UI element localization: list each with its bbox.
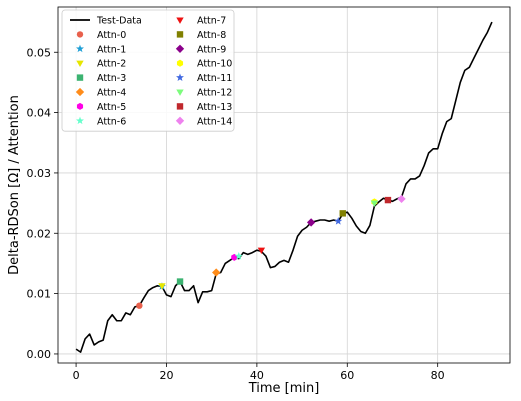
legend-handle [76, 44, 84, 53]
series-layer [75, 21, 493, 353]
y-axis-label: Delta-RDSon [Ω] / Attention [7, 95, 22, 275]
legend-entry-attn-12: Attn-12 [176, 88, 232, 99]
legend-label: Attn-4 [97, 88, 126, 99]
y-tick-label: 0.02 [27, 227, 52, 240]
legend-handle [76, 74, 84, 81]
legend-label: Attn-10 [197, 59, 232, 70]
legend-handle [76, 31, 84, 38]
legend-entry-attn-1: Attn-1 [76, 44, 126, 55]
marker-attn-2 [158, 283, 166, 290]
legend-label: Attn-1 [97, 44, 126, 55]
grid [58, 7, 510, 363]
marker-attn-0 [136, 302, 143, 309]
legend-entry-attn-14: Attn-14 [175, 116, 232, 127]
legend-handle [76, 102, 84, 110]
legend-handle [176, 59, 184, 67]
legend-label: Attn-2 [97, 59, 126, 70]
legend-label: Attn-6 [97, 116, 126, 127]
y-tick-label: 0.03 [27, 167, 52, 180]
legend-handle [175, 116, 185, 125]
x-axis-ticks: 0 20 40 60 80 [73, 363, 445, 382]
marker-attn-8 [339, 210, 346, 217]
legend-handle [75, 87, 85, 97]
marker-attn-9 [306, 218, 316, 227]
marker-attn-3 [176, 278, 184, 285]
legend-entry-attn-11: Attn-11 [176, 73, 232, 84]
legend-entry-test-data: Test-Data [70, 16, 142, 27]
x-tick-label: 40 [250, 369, 264, 382]
marker-attn-12 [370, 200, 379, 207]
y-axis-ticks: 0.00 0.01 0.02 0.03 0.04 0.05 [27, 46, 58, 361]
plot-frame [57, 6, 511, 364]
marker-attn-4 [212, 268, 221, 277]
y-tick-label: 0.05 [27, 46, 52, 59]
marker-attn-7 [257, 247, 266, 255]
legend-label: Attn-11 [197, 73, 232, 84]
legend-entry-attn-4: Attn-4 [75, 87, 126, 99]
legend-label: Attn-9 [197, 44, 226, 55]
x-tick-label: 0 [73, 369, 80, 382]
legend-entry-attn-9: Attn-9 [175, 44, 226, 55]
legend-entry-attn-7: Attn-7 [176, 16, 226, 27]
legend-handle [76, 60, 84, 68]
y-tick-label: 0.01 [27, 288, 52, 301]
legend-handle [176, 73, 184, 81]
legend-entry-attn-3: Attn-3 [76, 73, 126, 84]
legend-label: Attn-12 [197, 88, 232, 99]
marker-attn-13 [384, 196, 392, 204]
legend: Test-Data Attn-0 Attn-1 Attn-2 Attn-3 Attn-4 A… [61, 9, 235, 132]
legend-label: Test-Data [96, 16, 142, 27]
y-tick-label: 0.00 [27, 348, 52, 361]
attention-markers [136, 194, 406, 309]
series-line-test-data [75, 21, 493, 353]
legend-box [61, 9, 235, 132]
legend-entry-attn-5: Attn-5 [76, 102, 126, 113]
legend-handle [76, 116, 84, 125]
legend-label: Attn-0 [97, 30, 126, 41]
legend-entry-attn-6: Attn-6 [76, 116, 126, 127]
legend-label: Attn-8 [197, 30, 226, 41]
legend-label: Attn-14 [197, 116, 232, 127]
legend-entry-attn-10: Attn-10 [176, 59, 232, 70]
legend-entry-attn-0: Attn-0 [76, 30, 126, 41]
marker-attn-14 [397, 194, 406, 204]
x-tick-label: 60 [340, 369, 354, 382]
legend-label: Attn-3 [97, 73, 126, 84]
legend-handle [176, 89, 184, 96]
marker-attn-11 [334, 217, 343, 225]
y-tick-label: 0.04 [27, 107, 52, 120]
x-tick-label: 80 [431, 369, 445, 382]
legend-entry-attn-13: Attn-13 [176, 102, 232, 113]
legend-handle [175, 44, 185, 53]
x-axis-label: Time [min] [248, 381, 320, 396]
marker-attn-6 [234, 252, 243, 260]
legend-entry-attn-8: Attn-8 [176, 30, 226, 41]
legend-label: Attn-5 [97, 102, 126, 113]
legend-label: Attn-7 [197, 16, 226, 27]
legend-handle [176, 103, 184, 110]
legend-entry-attn-2: Attn-2 [76, 59, 126, 70]
x-tick-label: 20 [159, 369, 173, 382]
legend-label: Attn-13 [197, 102, 232, 113]
legend-handle [176, 17, 184, 24]
legend-handle [176, 31, 184, 38]
